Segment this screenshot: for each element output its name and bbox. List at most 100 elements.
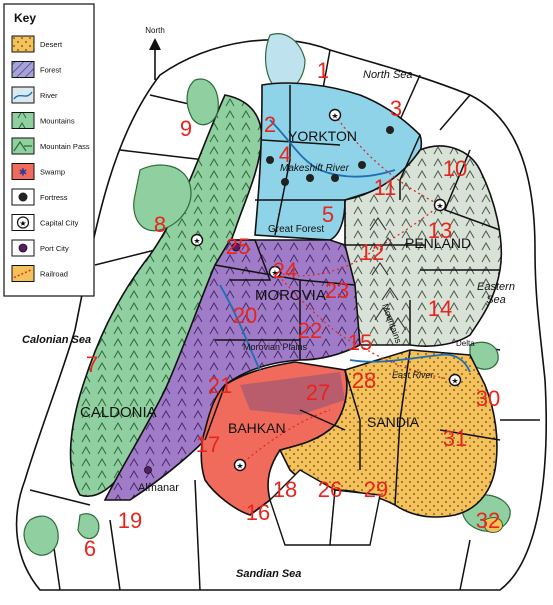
- svg-text:★: ★: [193, 237, 200, 246]
- feature-great-forest: Great Forest: [268, 224, 324, 235]
- compass: North: [145, 26, 165, 80]
- legend-item-capital-city: ★ Capital City: [11, 214, 79, 231]
- country-caldonia: CALDONIA: [80, 404, 157, 421]
- territory-6[interactable]: 6: [84, 536, 96, 561]
- legend-label: Railroad: [40, 270, 68, 279]
- feature-almanar: Almanar: [138, 482, 179, 494]
- legend-item-fortress: Fortress: [11, 188, 68, 206]
- territory-24[interactable]: 24: [273, 258, 297, 283]
- legend-label: Forest: [40, 66, 62, 75]
- port-cities: [144, 242, 241, 474]
- territory-19[interactable]: 19: [118, 508, 142, 533]
- legend-items: Desert Forest River Mountains Mountain Pass ✱…: [11, 35, 90, 282]
- island-32b[interactable]: [484, 517, 504, 533]
- capital-cities: ★ ★ ★ ★ ★ ★: [190, 108, 462, 472]
- territory-3[interactable]: 3: [390, 96, 402, 121]
- territory-29[interactable]: 29: [364, 477, 388, 502]
- territory-10[interactable]: 10: [443, 156, 467, 181]
- svg-text:★: ★: [236, 462, 243, 471]
- territory-31[interactable]: 31: [443, 426, 467, 451]
- svg-text:✱: ✱: [19, 168, 27, 179]
- territory-12[interactable]: 12: [360, 240, 384, 265]
- railroads: [239, 114, 456, 466]
- legend-item-mountain-pass: Mountain Pass: [11, 137, 90, 155]
- territory-25[interactable]: 25: [226, 234, 250, 259]
- island-9[interactable]: [186, 78, 219, 126]
- sea-north: North Sea: [363, 69, 413, 81]
- region-sandia[interactable]: [278, 349, 498, 518]
- territory-11[interactable]: 11: [374, 175, 397, 200]
- svg-text:★: ★: [331, 112, 338, 121]
- region-bahkan-swamp[interactable]: [240, 372, 345, 415]
- territory-22[interactable]: 22: [298, 318, 322, 343]
- legend-label: River: [40, 91, 58, 100]
- mountain-range-penland: [369, 217, 407, 331]
- territory-16[interactable]: 16: [246, 500, 270, 525]
- territory-28[interactable]: 28: [352, 368, 376, 393]
- territory-26-area[interactable]: [329, 489, 381, 546]
- capital-sandia-icon: ★: [448, 373, 462, 387]
- territory-numbers: 1234567891011121314151617181920212223242…: [84, 58, 500, 561]
- capital-bahkan-icon: ★: [233, 458, 247, 472]
- rivers: [219, 119, 471, 373]
- legend-item-port-city: Port City: [11, 239, 69, 257]
- capital-caldonia-icon: ★: [190, 233, 204, 247]
- sea-sandian: Sandian Sea: [236, 568, 301, 580]
- territory-18[interactable]: 18: [273, 477, 297, 502]
- sea-calonian: Calonian Sea: [22, 334, 91, 346]
- legend-item-forest: Forest: [11, 61, 62, 78]
- territory-20[interactable]: 20: [233, 303, 257, 328]
- territory-9[interactable]: 9: [180, 116, 192, 141]
- legend-swatch-river: [11, 86, 35, 104]
- legend-item-railroad: Railroad: [11, 265, 68, 282]
- legend-item-desert: Desert: [11, 35, 63, 53]
- territory-7[interactable]: 7: [86, 352, 98, 377]
- svg-text:★: ★: [451, 377, 458, 386]
- country-morovia: MOROVIA: [255, 287, 326, 304]
- svg-text:★: ★: [436, 202, 443, 211]
- island-6[interactable]: [23, 515, 59, 556]
- island-6b[interactable]: [77, 513, 100, 540]
- territory-30[interactable]: 30: [476, 386, 500, 411]
- legend-label: Mountains: [40, 117, 75, 126]
- capital-morovia-icon: ★: [268, 265, 282, 279]
- territory-1[interactable]: 1: [317, 58, 329, 83]
- territory-23[interactable]: 23: [325, 278, 349, 303]
- country-sandia: SANDIA: [367, 414, 420, 430]
- country-labels: YORKTON PENLAND MOROVIA CALDONIA BAHKAN …: [80, 128, 471, 436]
- legend-swatch-dots: [11, 35, 35, 53]
- territory-15[interactable]: 15: [348, 330, 372, 355]
- territory-2[interactable]: 2: [264, 112, 276, 137]
- territory-27[interactable]: 27: [306, 380, 330, 405]
- legend-label: Desert: [40, 40, 63, 49]
- legend-label: Swamp: [40, 168, 65, 177]
- island-8[interactable]: [133, 164, 192, 232]
- feature-makeshift-river: Makeshift River: [280, 163, 350, 174]
- legend-item-swamp: ✱ Swamp: [11, 163, 65, 180]
- territory-13[interactable]: 13: [428, 218, 452, 243]
- country-yorkton: YORKTON: [288, 128, 357, 144]
- svg-text:★: ★: [19, 219, 26, 228]
- territory-17[interactable]: 17: [196, 432, 220, 457]
- legend-swatch-swamp: [11, 163, 35, 180]
- territory-21[interactable]: 21: [208, 373, 232, 398]
- legend-item-mountains: Mountains: [11, 112, 75, 129]
- country-bahkan: BAHKAN: [228, 420, 286, 436]
- feature-morovian-plains: Morovian Plains: [243, 342, 308, 352]
- sea-eastern-1: Eastern: [477, 281, 515, 293]
- legend-title: Key: [14, 11, 36, 25]
- legend-label: Capital City: [40, 219, 79, 228]
- svg-text:★: ★: [271, 269, 278, 278]
- territory-14[interactable]: 14: [428, 296, 452, 321]
- territory-32[interactable]: 32: [476, 508, 500, 533]
- sea-labels: North Sea Eastern Sea Calonian Sea Sandi…: [22, 69, 515, 580]
- fortresses: [266, 126, 394, 186]
- territory-26[interactable]: 26: [318, 477, 342, 502]
- territory-5[interactable]: 5: [322, 202, 334, 227]
- territory-4[interactable]: 4: [279, 142, 291, 167]
- territory-8[interactable]: 8: [154, 212, 166, 237]
- feature-east-river: East River: [392, 370, 435, 380]
- legend-swatch-hatch: [11, 61, 35, 78]
- capital-yorkton-icon: ★: [328, 108, 342, 122]
